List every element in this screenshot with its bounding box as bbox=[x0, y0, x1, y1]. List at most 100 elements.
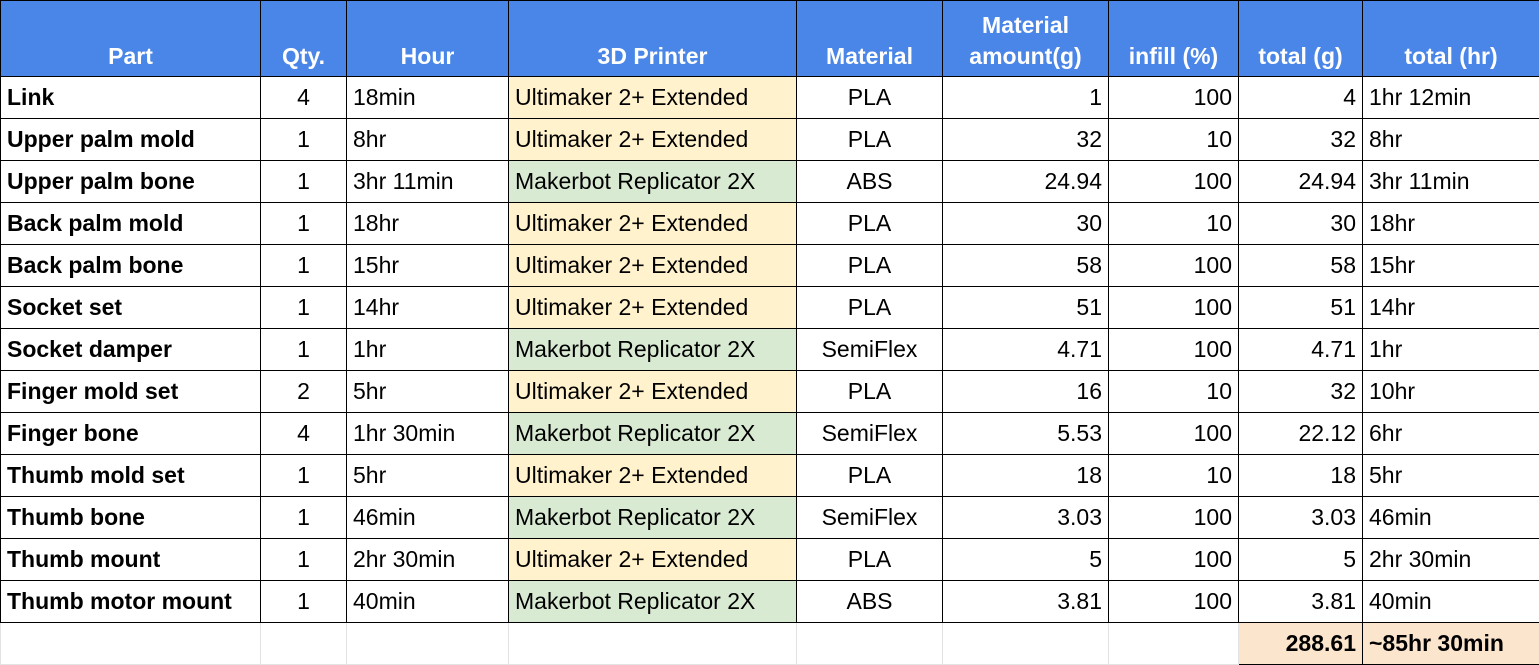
table-cell: Ultimaker 2+ Extended bbox=[508, 76, 797, 119]
table-row: Socket set 1 14hr Ultimaker 2+ Extended PLA 5… bbox=[0, 286, 1539, 329]
table-cell: 30 bbox=[1238, 202, 1363, 245]
table-row: Upper palm mold 1 8hr Ultimaker 2+ Extended… bbox=[0, 118, 1539, 161]
table-cell: 5 bbox=[942, 538, 1109, 581]
table-cell: PLA bbox=[796, 454, 943, 497]
table-cell: 3hr 11min bbox=[1362, 160, 1539, 203]
table-cell: 15hr bbox=[346, 244, 509, 287]
table-cell: Ultimaker 2+ Extended bbox=[508, 538, 797, 581]
table-cell: 100 bbox=[1108, 286, 1239, 329]
table-row: Link 4 18min Ultimaker 2+ Extended PLA 1 100 4 1… bbox=[0, 76, 1539, 119]
table-cell: 14hr bbox=[346, 286, 509, 329]
table-cell: Thumb mold set bbox=[0, 454, 261, 497]
table-cell: 5hr bbox=[1362, 454, 1539, 497]
header-row: Part Qty. Hour 3D Printer Material Material a… bbox=[0, 0, 1539, 77]
table-cell: 1 bbox=[260, 244, 347, 287]
table-cell: 1 bbox=[260, 202, 347, 245]
table-cell: 1hr bbox=[346, 328, 509, 371]
table-cell: 18 bbox=[942, 454, 1109, 497]
table-cell: 32 bbox=[942, 118, 1109, 161]
table-cell: 4.71 bbox=[1238, 328, 1363, 371]
table-cell: 1 bbox=[260, 286, 347, 329]
table-row: Socket damper 1 1hr Makerbot Replicator 2X S… bbox=[0, 328, 1539, 371]
table-row: Thumb bone 1 46min Makerbot Replicator 2X Se… bbox=[0, 496, 1539, 539]
table-cell: Socket damper bbox=[0, 328, 261, 371]
table-cell: Finger bone bbox=[0, 412, 261, 455]
table-cell: 1hr 12min bbox=[1362, 76, 1539, 119]
column-header: total (g) bbox=[1238, 0, 1363, 77]
table-cell: 4 bbox=[260, 412, 347, 455]
table-cell: 1 bbox=[260, 496, 347, 539]
table-cell: Upper palm mold bbox=[0, 118, 261, 161]
table-cell: Ultimaker 2+ Extended bbox=[508, 244, 797, 287]
table-cell: 6hr bbox=[1362, 412, 1539, 455]
empty-cell bbox=[508, 622, 797, 665]
table-cell: 10 bbox=[1108, 454, 1239, 497]
empty-cell bbox=[346, 622, 509, 665]
table-cell: Finger mold set bbox=[0, 370, 261, 413]
table-cell: Ultimaker 2+ Extended bbox=[508, 454, 797, 497]
table-cell: 3.81 bbox=[942, 580, 1109, 623]
table-cell: 1 bbox=[260, 160, 347, 203]
table-row: Back palm bone 1 15hr Ultimaker 2+ Extended… bbox=[0, 244, 1539, 287]
table-cell: 100 bbox=[1108, 160, 1239, 203]
table-cell: 1 bbox=[260, 538, 347, 581]
column-header: Qty. bbox=[260, 0, 347, 77]
table-cell: Upper palm bone bbox=[0, 160, 261, 203]
table-cell: Makerbot Replicator 2X bbox=[508, 160, 797, 203]
table-cell: 32 bbox=[1238, 118, 1363, 161]
table-cell: 4 bbox=[1238, 76, 1363, 119]
table-cell: 100 bbox=[1108, 76, 1239, 119]
column-header: Material amount(g) bbox=[942, 0, 1109, 77]
table-cell: 18min bbox=[346, 76, 509, 119]
table-cell: Ultimaker 2+ Extended bbox=[508, 286, 797, 329]
table-cell: SemiFlex bbox=[796, 412, 943, 455]
column-header: 3D Printer bbox=[508, 0, 797, 77]
table-cell: Makerbot Replicator 2X bbox=[508, 496, 797, 539]
table-cell: SemiFlex bbox=[796, 328, 943, 371]
table-cell: 24.94 bbox=[942, 160, 1109, 203]
table-cell: 40min bbox=[1362, 580, 1539, 623]
table-cell: PLA bbox=[796, 118, 943, 161]
table-cell: 5 bbox=[1238, 538, 1363, 581]
table-cell: 5.53 bbox=[942, 412, 1109, 455]
table-cell: 1hr bbox=[1362, 328, 1539, 371]
table-cell: 8hr bbox=[346, 118, 509, 161]
table-row: Finger bone 4 1hr 30min Makerbot Replicator… bbox=[0, 412, 1539, 455]
table-cell: PLA bbox=[796, 76, 943, 119]
column-header: total (hr) bbox=[1362, 0, 1539, 77]
table-cell: 10 bbox=[1108, 370, 1239, 413]
column-header: Part bbox=[0, 0, 261, 77]
table-cell: Link bbox=[0, 76, 261, 119]
table-cell: 18hr bbox=[1362, 202, 1539, 245]
table-cell: 24.94 bbox=[1238, 160, 1363, 203]
table-row: Thumb mold set 1 5hr Ultimaker 2+ Extended P… bbox=[0, 454, 1539, 497]
table-row: Thumb mount 1 2hr 30min Ultimaker 2+ Extend… bbox=[0, 538, 1539, 581]
table-cell: 10hr bbox=[1362, 370, 1539, 413]
table-row: Upper palm bone 1 3hr 11min Makerbot Replic… bbox=[0, 160, 1539, 203]
table-cell: Thumb bone bbox=[0, 496, 261, 539]
table-cell: 100 bbox=[1108, 412, 1239, 455]
table-cell: 58 bbox=[1238, 244, 1363, 287]
table-cell: 8hr bbox=[1362, 118, 1539, 161]
table-row: Finger mold set 2 5hr Ultimaker 2+ Extended… bbox=[0, 370, 1539, 413]
table-cell: 46min bbox=[346, 496, 509, 539]
table-cell: 14hr bbox=[1362, 286, 1539, 329]
table-cell: Back palm bone bbox=[0, 244, 261, 287]
table-cell: 3.81 bbox=[1238, 580, 1363, 623]
table-cell: 3.03 bbox=[1238, 496, 1363, 539]
table-cell: 40min bbox=[346, 580, 509, 623]
table-cell: 100 bbox=[1108, 580, 1239, 623]
table-cell: 3.03 bbox=[942, 496, 1109, 539]
table-cell: 1 bbox=[942, 76, 1109, 119]
table-cell: 1 bbox=[260, 118, 347, 161]
total-hours: ~85hr 30min bbox=[1362, 622, 1539, 665]
table-cell: 100 bbox=[1108, 328, 1239, 371]
table-body: Link 4 18min Ultimaker 2+ Extended PLA 1 100 4 1… bbox=[0, 76, 1539, 665]
table-cell: 10 bbox=[1108, 202, 1239, 245]
table-cell: 3hr 11min bbox=[346, 160, 509, 203]
table-cell: 4 bbox=[260, 76, 347, 119]
table-cell: 100 bbox=[1108, 244, 1239, 287]
total-grams: 288.61 bbox=[1238, 622, 1363, 665]
table-cell: 2hr 30min bbox=[346, 538, 509, 581]
